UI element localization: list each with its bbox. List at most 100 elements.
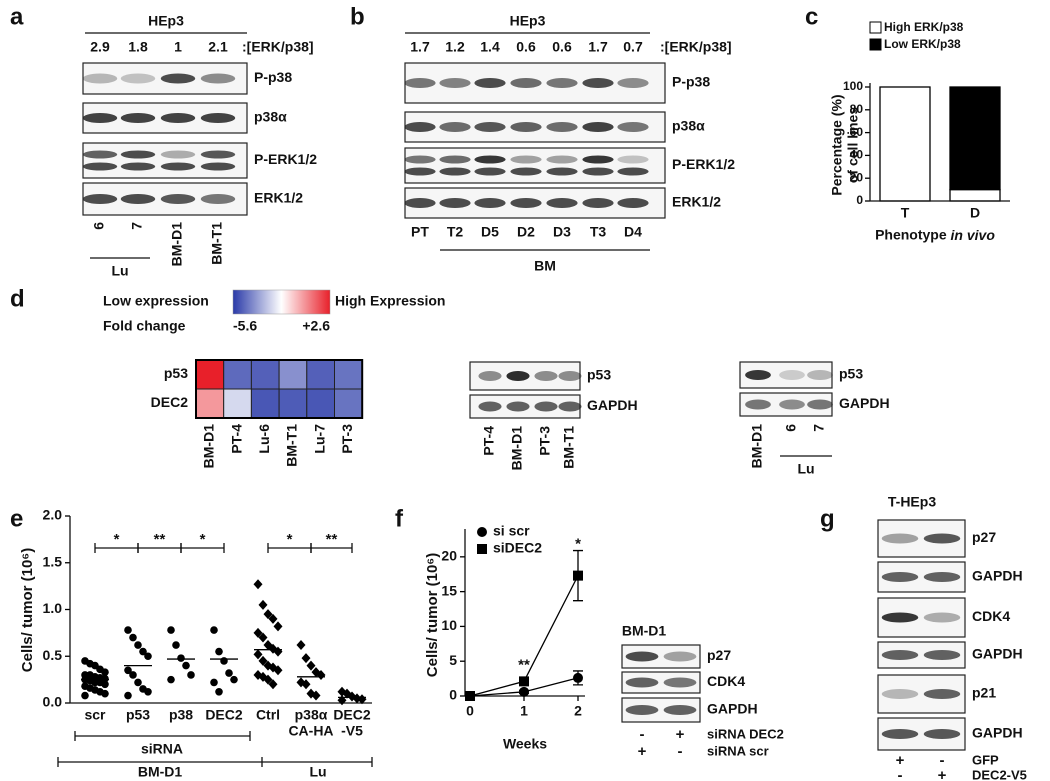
significance: ** bbox=[154, 531, 166, 548]
fold-change-label: Fold change bbox=[103, 318, 186, 334]
point bbox=[177, 654, 185, 662]
heat-cell bbox=[334, 359, 363, 390]
heatmap-frame bbox=[195, 359, 364, 419]
band bbox=[881, 729, 919, 739]
band bbox=[160, 162, 196, 171]
blot bbox=[621, 671, 701, 694]
point bbox=[258, 655, 268, 666]
blot-title: T-HEp3 bbox=[888, 494, 936, 510]
point bbox=[210, 626, 218, 634]
x-axis-label: Weeks bbox=[503, 736, 547, 752]
significance: * bbox=[200, 531, 206, 548]
ratio: 1.4 bbox=[480, 39, 500, 55]
point bbox=[519, 676, 529, 687]
band bbox=[200, 194, 236, 204]
column-label: BM-D1 bbox=[201, 424, 217, 469]
panel-label: a bbox=[10, 3, 24, 30]
band bbox=[923, 612, 961, 623]
lane-label: D3 bbox=[553, 224, 571, 240]
band bbox=[510, 167, 542, 176]
band bbox=[474, 198, 506, 208]
band bbox=[663, 651, 697, 662]
band bbox=[510, 198, 542, 208]
band bbox=[82, 162, 118, 171]
band bbox=[617, 78, 649, 88]
significance: * bbox=[287, 531, 293, 548]
band bbox=[745, 399, 771, 410]
blot bbox=[621, 644, 701, 669]
point bbox=[210, 678, 218, 687]
lane-label: BM-D1 bbox=[749, 424, 765, 469]
point bbox=[129, 671, 137, 679]
y-tick-label: 80 bbox=[850, 102, 864, 116]
x-tick-label: 1 bbox=[520, 703, 528, 719]
point bbox=[268, 613, 278, 624]
band bbox=[881, 689, 919, 699]
band-label: p38α bbox=[254, 109, 287, 125]
band bbox=[617, 155, 649, 164]
band bbox=[510, 155, 542, 164]
legend-swatch bbox=[869, 38, 882, 51]
band bbox=[779, 370, 805, 380]
band bbox=[506, 371, 530, 381]
band bbox=[478, 401, 502, 412]
column-label: Lu-6 bbox=[256, 424, 272, 454]
band bbox=[534, 401, 558, 412]
band bbox=[120, 194, 156, 204]
point bbox=[258, 632, 268, 643]
point bbox=[306, 660, 316, 671]
band-label: GAPDH bbox=[707, 701, 758, 717]
band bbox=[82, 150, 118, 159]
x-tick-label: 2 bbox=[574, 703, 582, 719]
panel-label: e bbox=[10, 505, 23, 532]
point bbox=[465, 691, 475, 701]
treatment-sign: - bbox=[940, 752, 945, 769]
band bbox=[160, 113, 196, 123]
band bbox=[617, 198, 649, 208]
band bbox=[120, 113, 156, 123]
band-label: CDK4 bbox=[972, 608, 1010, 624]
scale-high: High Expression bbox=[335, 293, 445, 309]
lane-label: T3 bbox=[590, 224, 607, 240]
lane-label: T2 bbox=[447, 224, 464, 240]
band bbox=[923, 650, 961, 660]
lane-label: BM-T1 bbox=[209, 222, 225, 265]
column-label: Lu-7 bbox=[311, 424, 327, 454]
band bbox=[625, 677, 659, 688]
band bbox=[534, 371, 558, 381]
ratio: 2.1 bbox=[208, 39, 228, 55]
ratio: 1.7 bbox=[588, 39, 608, 55]
ratio: 1 bbox=[174, 39, 182, 55]
annotation: ** bbox=[518, 656, 530, 673]
colorbar-tick-label: -5.6 bbox=[233, 318, 257, 334]
x-tick-label: p38α bbox=[295, 707, 328, 723]
band bbox=[582, 78, 614, 88]
row-label: p53 bbox=[164, 365, 188, 381]
band bbox=[510, 78, 542, 88]
treatment-sign: - bbox=[898, 767, 903, 781]
band bbox=[82, 113, 118, 123]
band bbox=[474, 167, 506, 176]
band-label: GAPDH bbox=[972, 725, 1023, 741]
band bbox=[404, 122, 436, 132]
cell-line: HEp3 bbox=[148, 13, 184, 29]
point bbox=[253, 627, 263, 638]
point bbox=[215, 647, 223, 656]
band bbox=[923, 572, 961, 582]
point bbox=[273, 665, 283, 676]
point bbox=[144, 687, 152, 696]
y-axis-label: of cell lines bbox=[845, 107, 861, 183]
band bbox=[200, 113, 236, 123]
band bbox=[546, 78, 578, 88]
band bbox=[807, 370, 833, 380]
column-label: BM-T1 bbox=[284, 424, 300, 467]
lane-label: BM-T1 bbox=[561, 426, 577, 469]
band bbox=[506, 401, 530, 412]
band-label: p38α bbox=[672, 118, 705, 134]
legend-marker bbox=[477, 527, 487, 537]
lane-group: BM bbox=[534, 258, 556, 274]
x-tick-label: p38 bbox=[169, 707, 193, 723]
point bbox=[124, 666, 132, 675]
y-tick-label: 0 bbox=[449, 687, 457, 703]
lane-label: D2 bbox=[517, 224, 535, 240]
